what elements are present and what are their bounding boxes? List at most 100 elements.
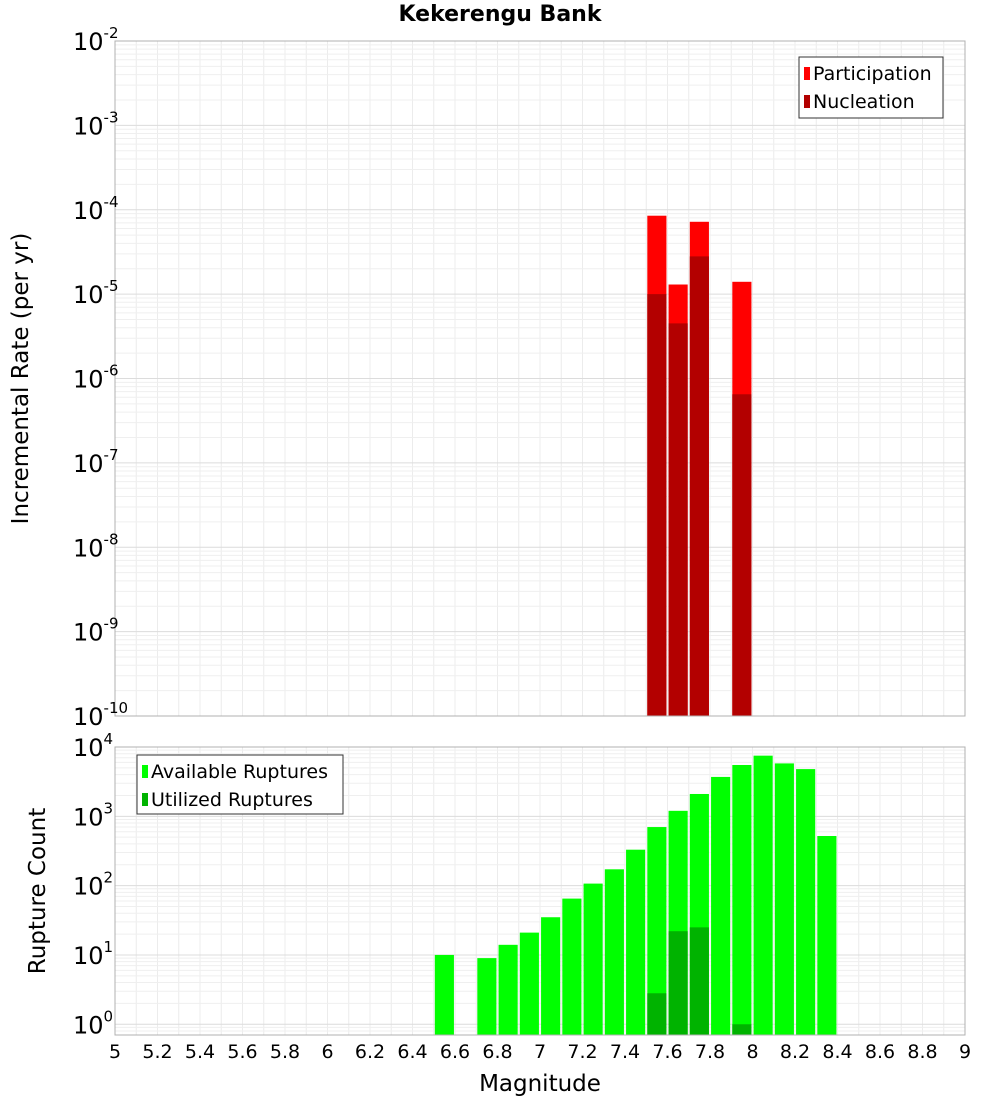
y-tick-base: 10: [73, 534, 104, 562]
y-tick-exponent: -9: [104, 615, 119, 633]
y-tick-label: 102: [73, 869, 113, 901]
x-tick-label: 9: [959, 1041, 971, 1063]
bar: [774, 763, 794, 1035]
bar: [626, 849, 646, 1035]
x-tick-label: 8.8: [907, 1041, 937, 1063]
y-tick-exponent: -8: [104, 530, 119, 548]
y-axis-label: Incremental Rate (per yr): [8, 233, 34, 525]
x-tick-label: 7: [534, 1041, 546, 1063]
bar: [732, 764, 752, 1035]
y-tick-label: 10-10: [73, 699, 128, 731]
y-tick-label: 100: [73, 1007, 113, 1039]
y-tick-base: 10: [73, 703, 104, 731]
x-tick-label: 6.8: [482, 1041, 512, 1063]
y-tick-label: 10-7: [73, 446, 119, 478]
legend-label: Available Ruptures: [151, 761, 328, 783]
plot-border: [114, 40, 966, 717]
bar: [817, 836, 837, 1035]
legend-swatch: [142, 793, 148, 806]
legend: Participation Nucleation: [798, 56, 944, 119]
bar: [498, 944, 518, 1035]
y-tick-label: 104: [73, 730, 113, 762]
bar: [689, 927, 709, 1035]
legend-swatch: [804, 67, 810, 80]
x-tick-label: 5.8: [270, 1041, 300, 1063]
y-tick-exponent: 4: [104, 730, 114, 748]
bar: [689, 256, 709, 716]
y-tick-exponent: -6: [104, 362, 119, 380]
bar: [647, 294, 667, 716]
x-tick-label: 5.2: [142, 1041, 172, 1063]
panel-rate: 10-1010-910-810-710-610-510-410-310-2Inc…: [8, 24, 966, 731]
legend-swatch: [142, 765, 148, 778]
plot-border: [114, 746, 966, 1036]
x-tick-label: 6.4: [397, 1041, 427, 1063]
y-tick-base: 10: [73, 112, 104, 140]
y-tick-base: 10: [73, 366, 104, 394]
x-axis-label: Magnitude: [479, 1071, 601, 1097]
y-tick-label: 10-2: [73, 24, 119, 56]
y-tick-exponent: -3: [104, 108, 119, 126]
x-tick-label: 5: [109, 1041, 121, 1063]
y-tick-label: 10-6: [73, 362, 119, 394]
series-available-ruptures: [434, 755, 837, 1035]
y-tick-base: 10: [73, 1011, 104, 1039]
y-tick-exponent: 3: [104, 799, 114, 817]
y-tick-label: 103: [73, 799, 113, 831]
y-tick-exponent: -4: [104, 193, 119, 211]
y-tick-exponent: -5: [104, 277, 119, 295]
x-tick-label: 8.2: [780, 1041, 810, 1063]
bar: [753, 755, 773, 1035]
series-nucleation: [647, 256, 752, 716]
y-tick-exponent: 1: [104, 938, 114, 956]
x-tick-label: 5.6: [227, 1041, 257, 1063]
chart-title: Kekerengu Bank: [398, 2, 602, 27]
bar: [711, 776, 731, 1035]
x-tick-label: 7.6: [652, 1041, 682, 1063]
bar: [434, 954, 454, 1035]
y-tick-base: 10: [73, 619, 104, 647]
y-tick-label: 10-5: [73, 277, 119, 309]
y-tick-label: 10-4: [73, 193, 119, 225]
y-tick-base: 10: [73, 197, 104, 225]
y-tick-base: 10: [73, 803, 104, 831]
x-tick-label: 7.4: [610, 1041, 640, 1063]
x-tick-label: 8.6: [865, 1041, 895, 1063]
bar: [668, 931, 688, 1035]
x-tick-label: 6: [321, 1041, 333, 1063]
bar: [519, 932, 539, 1035]
y-tick-exponent: -2: [104, 24, 119, 42]
y-tick-base: 10: [73, 28, 104, 56]
y-tick-label: 10-3: [73, 108, 119, 140]
bar: [732, 1024, 752, 1035]
x-tick-label: 6.2: [355, 1041, 385, 1063]
bar: [604, 869, 624, 1035]
x-tick-label: 8: [746, 1041, 758, 1063]
legend-label: Nucleation: [813, 91, 915, 113]
y-tick-exponent: -10: [104, 699, 129, 717]
x-tick-label: 8.4: [822, 1041, 852, 1063]
bar: [647, 827, 667, 1035]
y-tick-label: 10-8: [73, 530, 119, 562]
y-tick-exponent: -7: [104, 446, 119, 464]
y-tick-base: 10: [73, 734, 104, 762]
y-tick-label: 101: [73, 938, 113, 970]
legend-box: [136, 754, 344, 815]
x-tick-label: 7.8: [695, 1041, 725, 1063]
y-tick-label: 10-9: [73, 615, 119, 647]
bar: [541, 917, 561, 1035]
y-tick-base: 10: [73, 873, 104, 901]
y-tick-exponent: 2: [104, 869, 114, 887]
x-tick-label: 5.4: [185, 1041, 215, 1063]
bar: [562, 898, 582, 1035]
legend-label: Utilized Ruptures: [151, 789, 313, 811]
y-tick-exponent: 0: [104, 1007, 114, 1025]
bar: [647, 993, 667, 1035]
bar: [668, 323, 688, 716]
bar: [732, 394, 752, 716]
series-utilized-ruptures: [647, 927, 752, 1035]
legend-label: Participation: [813, 63, 932, 85]
bar: [477, 958, 497, 1035]
